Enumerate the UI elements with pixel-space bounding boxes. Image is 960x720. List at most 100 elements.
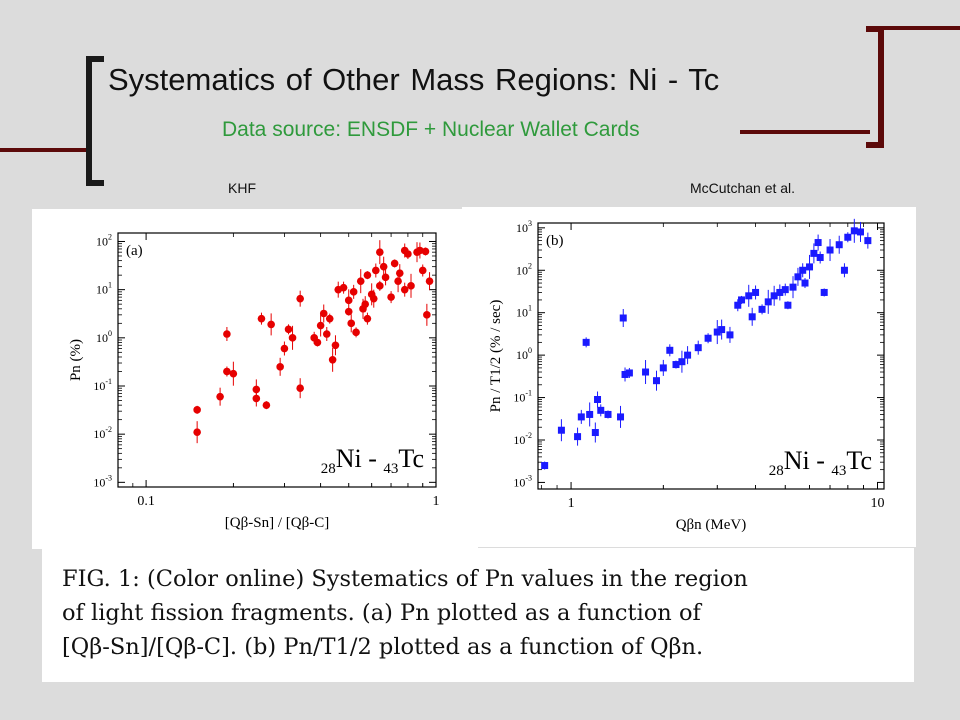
data-point: [328, 355, 337, 364]
y-tick-label: 102: [96, 232, 112, 248]
data-point: [718, 326, 726, 334]
data-point: [840, 266, 848, 274]
data-point: [794, 273, 802, 281]
data-point: [416, 246, 424, 255]
data-point: [319, 309, 328, 318]
data-point: [666, 346, 674, 354]
data-point: [704, 334, 712, 342]
data-point: [296, 294, 304, 303]
data-point: [356, 277, 365, 285]
data-point: [835, 241, 843, 249]
data-point: [369, 294, 378, 303]
data-point: [376, 282, 384, 290]
data-point: [344, 307, 353, 316]
plot-frame: [117, 232, 437, 488]
data-point: [262, 401, 271, 409]
x-tick-label: 1: [433, 494, 440, 509]
data-point: [363, 314, 372, 323]
data-point: [376, 248, 384, 256]
data-point: [223, 367, 231, 376]
nuclide-range-annotation: 28Ni - 43Tc: [769, 446, 872, 479]
figure-caption-box: FIG. 1: (Color online) Systematics of Pn…: [42, 548, 914, 682]
data-point: [781, 286, 789, 294]
right-bracket-decoration: [866, 26, 884, 148]
data-point: [344, 296, 353, 305]
y-axis-label: Pn (%): [68, 339, 84, 381]
data-point: [748, 313, 756, 321]
data-point: [844, 233, 852, 241]
y-tick-label: 10-3: [513, 473, 532, 489]
data-point: [758, 305, 766, 313]
data-point: [678, 358, 686, 366]
data-point: [745, 292, 753, 300]
accent-bar-left: [0, 148, 90, 152]
data-point: [425, 277, 434, 285]
data-point: [694, 344, 702, 352]
data-point: [784, 301, 792, 309]
data-point: [826, 246, 834, 254]
figure-caption: FIG. 1: (Color online) Systematics of Pn…: [62, 562, 902, 664]
y-tick-label: 101: [516, 304, 532, 320]
chart-panel-a: 10-3 10-2 10-1 100 101 102 0.1 1 (a) 28Ni - 43Tc […: [32, 209, 478, 549]
data-point: [325, 314, 334, 323]
accent-bar-right: [740, 130, 870, 134]
data-point: [387, 293, 395, 301]
data-point: [379, 262, 388, 271]
data-point: [652, 377, 660, 385]
x-tick-label: 10: [871, 496, 885, 511]
data-point: [400, 285, 409, 294]
caption-line-2: of light fission fragments. (a) Pn plott…: [62, 600, 701, 626]
data-point: [267, 320, 275, 329]
data-point: [257, 314, 266, 323]
y-tick-label: 10-1: [93, 377, 112, 393]
data-point: [339, 283, 348, 292]
y-tick-label: 100: [96, 329, 112, 345]
data-point: [617, 413, 625, 421]
data-point: [801, 279, 809, 287]
data-point: [594, 396, 602, 404]
data-point: [764, 298, 772, 306]
y-axis-label: Pn / T1/2 (% / sec): [488, 300, 504, 413]
panel-tag: (a): [126, 243, 143, 259]
data-point: [814, 239, 822, 247]
y-tick-label: 100: [516, 346, 532, 362]
left-panel-label: KHF: [228, 180, 256, 196]
data-point: [193, 428, 201, 436]
x-tick-label: 1: [568, 496, 575, 511]
data-point: [816, 253, 824, 261]
data-point: [574, 433, 582, 441]
data-point: [288, 334, 297, 342]
y-tick-label: 10-3: [93, 473, 112, 489]
data-point: [642, 368, 650, 376]
right-panel-label: McCutchan et al.: [690, 180, 796, 196]
slide-title: Systematics of Other Mass Regions: Ni - …: [108, 62, 720, 97]
data-point: [296, 384, 304, 392]
data-point: [280, 344, 289, 353]
data-point: [193, 406, 201, 414]
chart-b-svg: 10-3 10-2 10-1 100 101 102 103 1 10 (b) 28Ni - 43T…: [488, 218, 885, 533]
y-tick-label: 10-2: [513, 431, 532, 447]
data-point: [395, 269, 404, 277]
data-point: [577, 413, 585, 421]
data-point: [361, 300, 370, 308]
y-tick-label: 10-2: [93, 425, 112, 441]
data-point: [738, 296, 746, 304]
data-point: [423, 311, 431, 319]
data-point: [582, 338, 590, 346]
data-point: [276, 363, 284, 371]
data-point: [713, 328, 721, 336]
data-point: [316, 321, 325, 330]
data-point: [597, 406, 605, 414]
y-tick-label: 101: [96, 281, 112, 297]
data-point: [284, 325, 293, 334]
data-point: [394, 277, 402, 285]
data-point: [331, 341, 340, 350]
data-point: [418, 266, 427, 275]
data-point: [621, 370, 629, 378]
data-point: [372, 266, 380, 275]
data-point: [684, 351, 692, 359]
data-point: [820, 288, 828, 296]
data-point: [726, 331, 734, 339]
accent-bar-top-right: [878, 26, 960, 30]
data-point: [421, 247, 430, 256]
